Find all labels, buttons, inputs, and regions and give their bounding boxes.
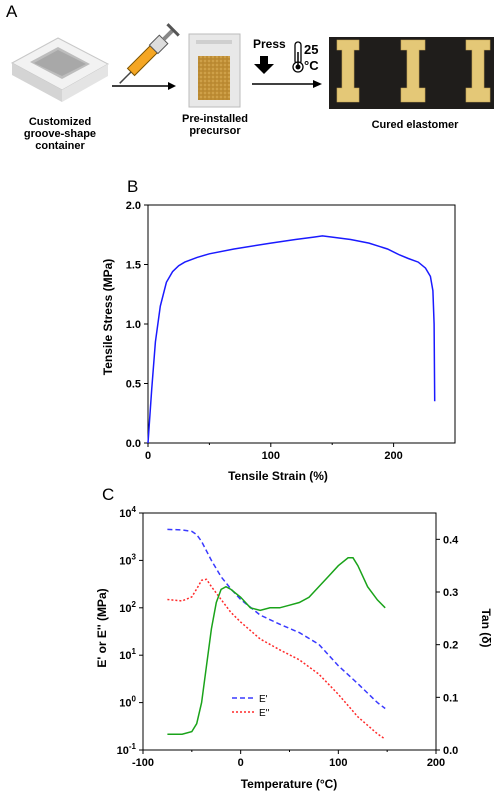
temp-value: 25 <box>304 42 319 57</box>
dma-y-axis-title: E' or E'' (MPa) <box>95 588 109 667</box>
panel-b-letter: B <box>127 177 139 196</box>
tensile-y-axis-title: Tensile Stress (MPa) <box>101 259 115 375</box>
dma-y-tick-label: 102 <box>119 600 136 615</box>
panel-a-illustration <box>10 23 494 109</box>
precursor-photo <box>188 33 241 108</box>
dma-plot-frame <box>142 512 437 751</box>
dma-series-line-0 <box>167 528 386 710</box>
tensile-y-tick-label: 1.5 <box>126 260 141 272</box>
dma-y-tick-label: 100 <box>119 695 136 710</box>
tensile-y-tick-label: 2.0 <box>126 200 141 212</box>
caption-elastomer: Cured elastomer <box>371 119 459 131</box>
tensile-x-tick-label: 0 <box>145 450 151 462</box>
tensile-chart: 0 100 200 0.0 0.5 1.0 1.5 2.0 Tensile Strain (%… <box>101 200 456 483</box>
press-arrow-icon <box>254 56 274 74</box>
dma-y-tick-label: 104 <box>119 505 136 520</box>
tensile-x-axis-title: Tensile Strain (%) <box>228 469 328 483</box>
dma-legend-label: E' <box>259 694 268 705</box>
dma-y2-tick-label: 0.0 <box>443 745 458 757</box>
dma-legend-label: E'' <box>259 708 270 719</box>
dma-y2-tick-label: 0.4 <box>443 534 459 546</box>
dma-y2-axis-title: Tan (δ) <box>479 608 493 647</box>
temp-unit: °C <box>304 58 319 73</box>
dma-x-tick-label: 100 <box>329 757 347 769</box>
dma-chart: -100 0 100 200 10-1 100 101 102 103 104 0.0 0.1 0.2 0… <box>95 505 493 791</box>
dma-x-tick-label: 200 <box>427 757 445 769</box>
panel-a-letter: A <box>6 2 18 21</box>
dma-x-tick-label: 0 <box>238 757 244 769</box>
elastomer-photo <box>329 37 494 109</box>
syringe-icon <box>119 23 180 84</box>
dma-x-tick-label: -100 <box>132 757 154 769</box>
press-label: Press <box>253 37 286 51</box>
dma-y2-tick-label: 0.1 <box>443 692 458 704</box>
thermometer-icon <box>292 41 304 73</box>
dma-y2-tick-label: 0.2 <box>443 640 458 652</box>
tensile-y-tick-label: 0.5 <box>126 379 141 391</box>
dma-x-axis-title: Temperature (°C) <box>241 777 338 791</box>
caption-container: Customized groove-shape container <box>23 116 97 152</box>
tensile-y-tick-label: 1.0 <box>126 319 141 331</box>
groove-container-icon <box>10 37 110 102</box>
dma-y-tick-label: 10-1 <box>117 742 137 757</box>
tensile-plot-frame <box>147 204 456 444</box>
dma-y-tick-label: 101 <box>119 647 136 662</box>
dma-y-tick-label: 103 <box>119 552 136 567</box>
dma-series-line-1 <box>167 578 386 740</box>
dma-y2-tick-label: 0.3 <box>443 587 458 599</box>
tensile-x-tick-label: 200 <box>384 450 402 462</box>
tensile-x-tick-label: 100 <box>262 450 280 462</box>
tensile-stress-strain-line <box>147 235 436 444</box>
tensile-y-tick-label: 0.0 <box>126 438 141 450</box>
caption-precursor: Pre-installed precursor <box>181 113 249 137</box>
panel-c-letter: C <box>102 485 115 504</box>
dma-series-line-2 <box>167 557 386 735</box>
